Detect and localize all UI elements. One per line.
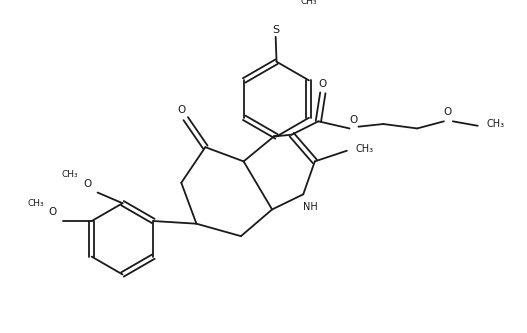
Text: O: O [83, 178, 91, 189]
Text: O: O [349, 115, 357, 125]
Text: CH₃: CH₃ [27, 199, 44, 208]
Text: O: O [319, 79, 327, 89]
Text: CH₃: CH₃ [62, 170, 78, 179]
Text: CH₃: CH₃ [300, 0, 317, 6]
Text: CH₃: CH₃ [356, 144, 374, 154]
Text: O: O [177, 105, 186, 115]
Text: NH: NH [303, 202, 318, 212]
Text: S: S [272, 25, 279, 35]
Text: CH₃: CH₃ [486, 119, 505, 129]
Text: O: O [48, 207, 57, 217]
Text: O: O [443, 108, 452, 118]
